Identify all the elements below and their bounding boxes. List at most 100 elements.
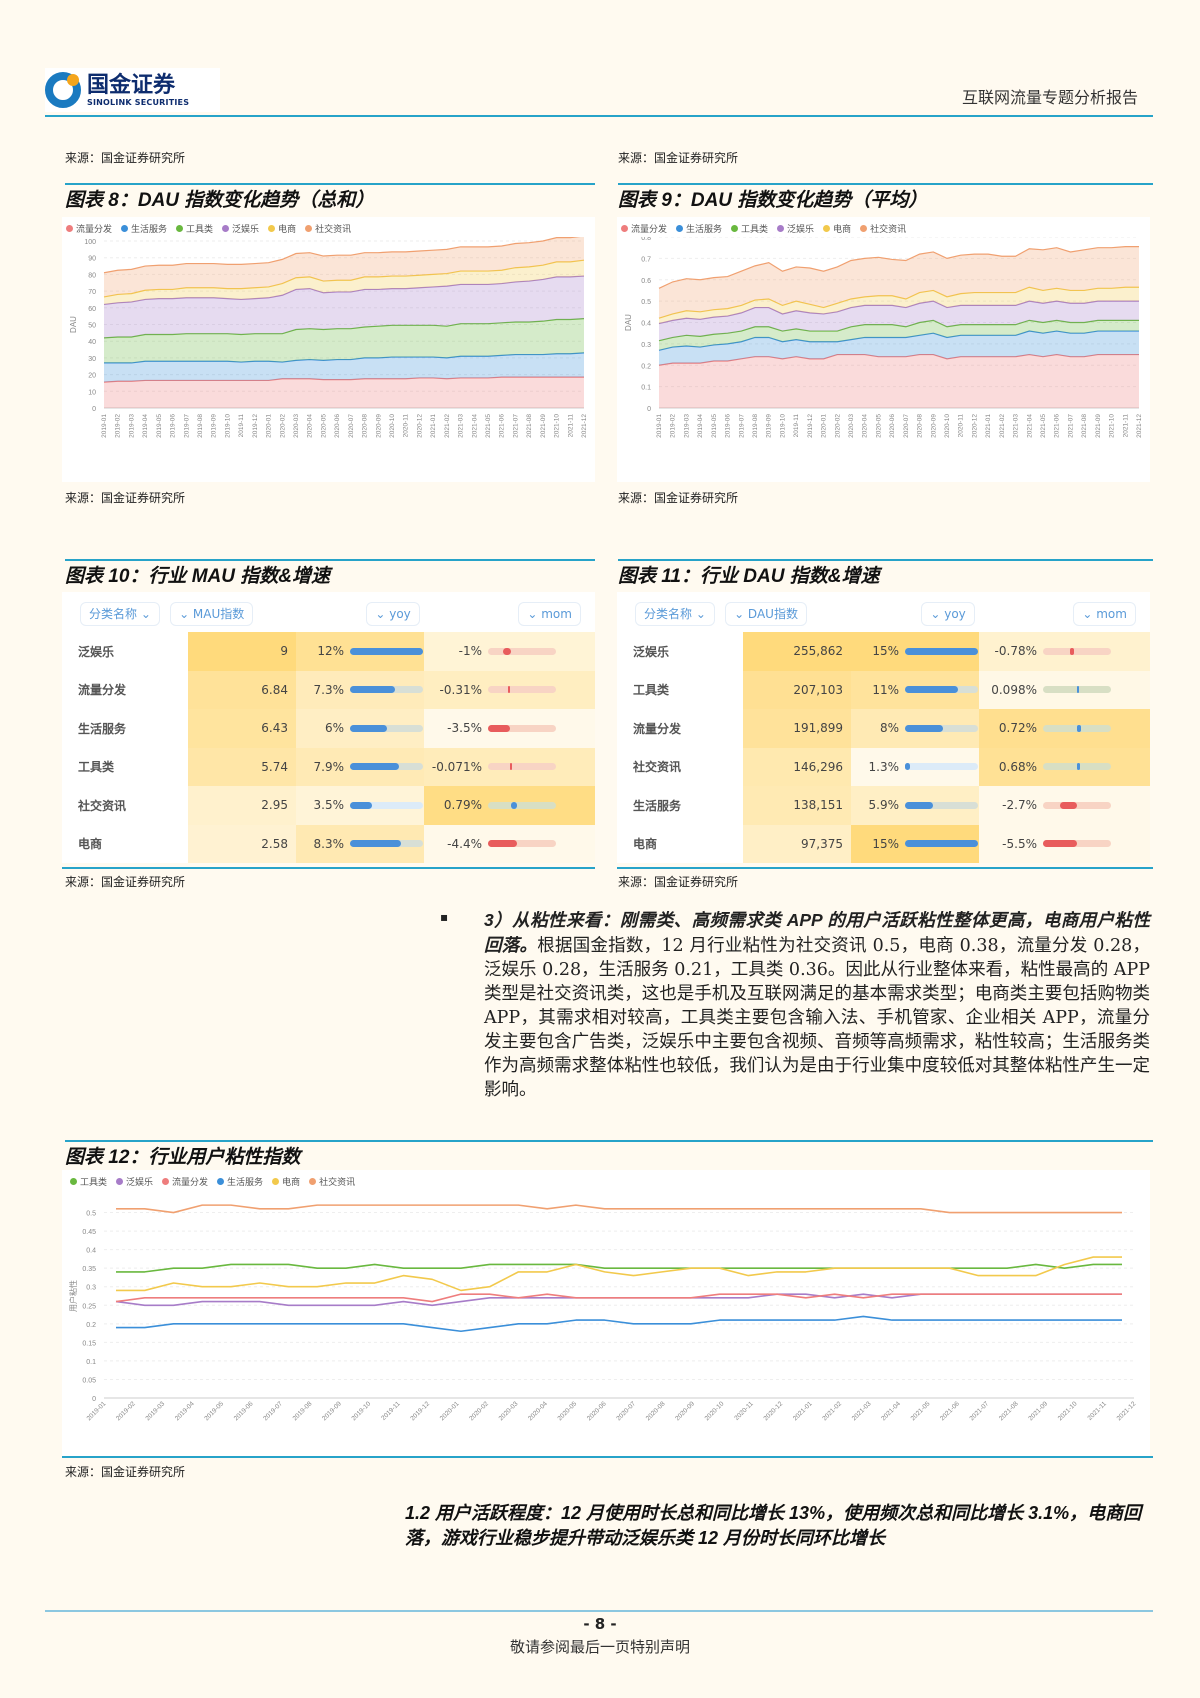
fig9-source: 来源：国金证券研究所 xyxy=(618,491,739,505)
legend-item[interactable]: 流量分发 xyxy=(621,222,667,235)
svg-text:2019-09: 2019-09 xyxy=(321,1400,343,1422)
fig11-rule xyxy=(618,559,1153,561)
cell-category: 电商 xyxy=(617,824,743,863)
table-row[interactable]: 社交资讯 2.95 3.5% 0.79% xyxy=(62,786,595,825)
svg-text:2021-03: 2021-03 xyxy=(851,1400,873,1422)
table-row[interactable]: 电商 2.58 8.3% -4.4% xyxy=(62,824,595,863)
svg-text:100: 100 xyxy=(84,239,96,246)
mom-bar xyxy=(488,686,556,694)
svg-text:2021-05: 2021-05 xyxy=(485,414,492,438)
svg-text:2020-12: 2020-12 xyxy=(762,1400,784,1422)
legend-item[interactable]: 社交资讯 xyxy=(309,1175,355,1188)
svg-text:0.4: 0.4 xyxy=(86,1248,96,1255)
legend-item[interactable]: 工具类 xyxy=(731,222,768,235)
table-row[interactable]: 工具类 5.74 7.9% -0.071% xyxy=(62,747,595,786)
legend-item[interactable]: 生活服务 xyxy=(676,222,722,235)
column-header-mom[interactable]: ⌄ mom xyxy=(518,601,581,626)
column-header-MAU指数[interactable]: ⌄ MAU指数 xyxy=(170,601,254,626)
mau-table: 分类名称 ⌄ ⌄ MAU指数 ⌄ yoy ⌄ mom 泛娱乐 9 12% -1% 流量分发 6.8… xyxy=(62,592,595,863)
cell-category: 流量分发 xyxy=(617,709,743,748)
column-header-yoy[interactable]: ⌄ yoy xyxy=(366,601,420,626)
legend-item[interactable]: 泛娱乐 xyxy=(116,1175,153,1188)
cell-value: 97,375 xyxy=(743,824,851,863)
legend-item[interactable]: 工具类 xyxy=(70,1175,107,1188)
legend-item[interactable]: 社交资讯 xyxy=(305,222,351,235)
table-row[interactable]: 流量分发 6.84 7.3% -0.31% xyxy=(62,670,595,709)
legend-item[interactable]: 电商 xyxy=(272,1175,300,1188)
svg-text:0.5: 0.5 xyxy=(86,1211,96,1218)
legend-item[interactable]: 社交资讯 xyxy=(860,222,906,235)
svg-text:2020-10: 2020-10 xyxy=(704,1400,726,1422)
svg-text:80: 80 xyxy=(88,272,96,279)
legend-label: 工具类 xyxy=(80,1178,108,1188)
cell-category: 社交资讯 xyxy=(62,786,188,825)
svg-text:2019-07: 2019-07 xyxy=(183,414,190,438)
table-row[interactable]: 生活服务 6.43 6% -3.5% xyxy=(62,709,595,748)
svg-text:0.6: 0.6 xyxy=(641,278,651,285)
area-流量分发 xyxy=(104,377,584,408)
cell-mom: -5.5% xyxy=(1002,836,1037,851)
stickiness-paragraph: 3）从粘性来看：刚需类、高频需求类 APP 的用户活跃粘性整体更高，电商用户粘性… xyxy=(484,908,1150,1102)
legend-dot-icon xyxy=(621,225,628,232)
legend-dot-icon xyxy=(731,225,739,232)
table-row[interactable]: 电商 97,375 15% -5.5% xyxy=(617,824,1150,863)
legend-label: 泛娱乐 xyxy=(232,225,260,235)
legend-item[interactable]: 流量分发 xyxy=(162,1175,208,1188)
table-row[interactable]: 流量分发 191,899 8% 0.72% xyxy=(617,709,1150,748)
table-row[interactable]: 泛娱乐 255,862 15% -0.78% xyxy=(617,632,1150,671)
table-row[interactable]: 工具类 207,103 11% 0.098% xyxy=(617,670,1150,709)
svg-text:2020-10: 2020-10 xyxy=(944,414,951,438)
legend-item[interactable]: 生活服务 xyxy=(217,1175,263,1188)
legend-item[interactable]: 生活服务 xyxy=(121,222,167,235)
svg-text:2019-12: 2019-12 xyxy=(807,414,814,438)
column-header-mom[interactable]: ⌄ mom xyxy=(1073,601,1136,626)
svg-text:2020-07: 2020-07 xyxy=(615,1400,637,1422)
svg-text:20: 20 xyxy=(88,373,96,380)
svg-text:DAU: DAU xyxy=(624,314,633,331)
column-header-DAU指数[interactable]: ⌄ DAU指数 xyxy=(725,601,807,626)
legend-item[interactable]: 工具类 xyxy=(176,222,213,235)
legend-item[interactable]: 流量分发 xyxy=(66,222,112,235)
cell-category: 工具类 xyxy=(62,747,188,786)
column-header-分类名称[interactable]: 分类名称 ⌄ xyxy=(635,601,715,626)
column-header-yoy[interactable]: ⌄ yoy xyxy=(921,601,975,626)
svg-text:90: 90 xyxy=(88,256,96,263)
table-row[interactable]: 社交资讯 146,296 1.3% 0.68% xyxy=(617,747,1150,786)
svg-text:0.1: 0.1 xyxy=(641,385,651,392)
fig10-bottom-rule xyxy=(62,867,595,869)
svg-text:2019-03: 2019-03 xyxy=(128,414,135,438)
table-header: 分类名称 ⌄ ⌄ MAU指数 ⌄ yoy ⌄ mom xyxy=(62,592,595,632)
svg-text:60: 60 xyxy=(88,306,96,313)
table-body: 泛娱乐 255,862 15% -0.78% 工具类 207,103 11% 0.098% 流量… xyxy=(617,632,1150,863)
svg-text:2019-05: 2019-05 xyxy=(156,414,163,438)
svg-text:2020-03: 2020-03 xyxy=(498,1400,520,1422)
svg-text:2021-01: 2021-01 xyxy=(985,414,992,438)
svg-text:2020-08: 2020-08 xyxy=(645,1400,667,1422)
column-header-分类名称[interactable]: 分类名称 ⌄ xyxy=(80,601,160,626)
yoy-bar xyxy=(350,763,423,771)
paragraph-lead: 3）从粘性来看：刚需类、高频需求类 APP 的用户活跃粘性整体更高，电商用户粘性… xyxy=(484,910,1150,955)
legend-item[interactable]: 电商 xyxy=(823,222,851,235)
svg-text:2021-09: 2021-09 xyxy=(1027,1400,1049,1422)
cell-value: 146,296 xyxy=(743,747,851,786)
svg-text:2020-08: 2020-08 xyxy=(362,414,369,438)
cell-category: 工具类 xyxy=(617,670,743,709)
paragraph-body: 根据国金指数，12 月行业粘性为社交资讯 0.5，电商 0.38，流量分发 0.… xyxy=(484,936,1151,1100)
svg-text:2021-08: 2021-08 xyxy=(998,1400,1020,1422)
dau-table: 分类名称 ⌄ ⌄ DAU指数 ⌄ yoy ⌄ mom 泛娱乐 255,862 15% -0.7… xyxy=(617,592,1150,863)
legend-item[interactable]: 泛娱乐 xyxy=(777,222,814,235)
legend-dot-icon xyxy=(222,225,230,232)
svg-text:2019-04: 2019-04 xyxy=(697,414,704,438)
fig12-bottom-rule xyxy=(62,1456,1153,1458)
logo-cn: 国金证券 xyxy=(87,72,176,98)
legend-item[interactable]: 电商 xyxy=(268,222,296,235)
fig12-title: 图表 12：行业用户粘性指数 xyxy=(65,1147,301,1168)
line-工具类 xyxy=(116,1263,1122,1273)
area-流量分发 xyxy=(659,354,1139,408)
fig12-line-chart: 0 0.05 0.1 0.15 0.2 0.25 0.3 0.35 0.4 0.45 0.5 用户粘性… xyxy=(68,1204,1138,1422)
table-row[interactable]: 泛娱乐 9 12% -1% xyxy=(62,632,595,671)
table-row[interactable]: 生活服务 138,151 5.9% -2.7% xyxy=(617,786,1150,825)
legend-item[interactable]: 泛娱乐 xyxy=(222,222,259,235)
legend-dot-icon xyxy=(860,225,868,232)
svg-text:2021-04: 2021-04 xyxy=(1026,414,1033,438)
